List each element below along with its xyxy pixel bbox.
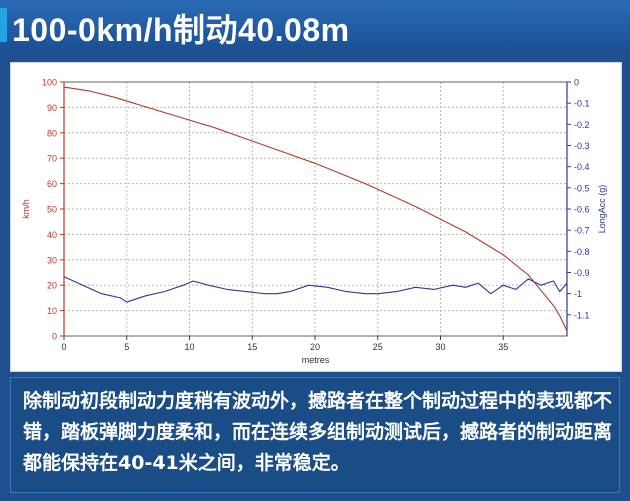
right-tick-label: 0: [574, 78, 579, 88]
page-title: 100-0km/h制动40.08m: [12, 12, 350, 48]
left-tick-label: 40: [47, 230, 57, 240]
x-axis-label: metres: [302, 355, 330, 365]
right-tick-label: -0.9: [574, 268, 590, 278]
right-tick-label: -0.2: [574, 120, 590, 130]
x-tick-label: 30: [435, 342, 445, 352]
x-tick-label: 5: [124, 342, 129, 352]
right-tick-label: -0.8: [574, 247, 590, 257]
right-tick-label: -0.5: [574, 183, 590, 193]
caption-text: 除制动初段制动力度稍有波动外，撼路者在整个制动过程中的表现都不错，踏板弹脚力度柔…: [23, 390, 613, 474]
left-tick-label: 80: [47, 128, 57, 138]
x-tick-label: 25: [373, 342, 383, 352]
left-tick-label: 90: [47, 103, 57, 113]
right-tick-label: -0.4: [574, 162, 590, 172]
right-tick-label: -1.1: [574, 310, 590, 320]
right-tick-label: -0.1: [574, 99, 590, 109]
left-tick-label: 70: [47, 154, 57, 164]
caption-box: 除制动初段制动力度稍有波动外，撼路者在整个制动过程中的表现都不错，踏板弹脚力度柔…: [10, 377, 620, 493]
speed-series-line: [63, 86, 568, 332]
x-tick-label: 10: [184, 342, 194, 352]
x-tick-label: 20: [310, 342, 320, 352]
left-tick-label: 100: [42, 78, 57, 88]
left-axis-label: km/h: [21, 199, 31, 219]
right-axis-label: LongAcc (g): [597, 185, 607, 234]
left-tick-label: 50: [47, 205, 57, 215]
x-tick-label: 35: [498, 342, 508, 352]
right-tick-label: -0.6: [574, 205, 590, 215]
acceleration-series-line: [63, 276, 568, 303]
chart-panel: 0 10 20 30 40 50 60 70 80 90 100 0 -0.1 -0.2 -0.3 -0.4-…: [10, 62, 622, 372]
right-tick-label: -0.7: [574, 226, 590, 236]
left-tick-label: 30: [47, 255, 57, 265]
left-tick-label: 20: [47, 281, 57, 291]
left-tick-label: 10: [47, 306, 57, 316]
left-tick-label: 0: [52, 332, 57, 342]
left-tick-label: 60: [47, 179, 57, 189]
right-tick-label: -0.3: [574, 141, 590, 151]
header-bar: 100-0km/h制动40.08m: [0, 0, 630, 52]
header-accent-bar: [0, 8, 7, 42]
x-tick-label: 0: [61, 342, 66, 352]
x-tick-label: 15: [247, 342, 257, 352]
right-tick-label: -1: [574, 289, 582, 299]
